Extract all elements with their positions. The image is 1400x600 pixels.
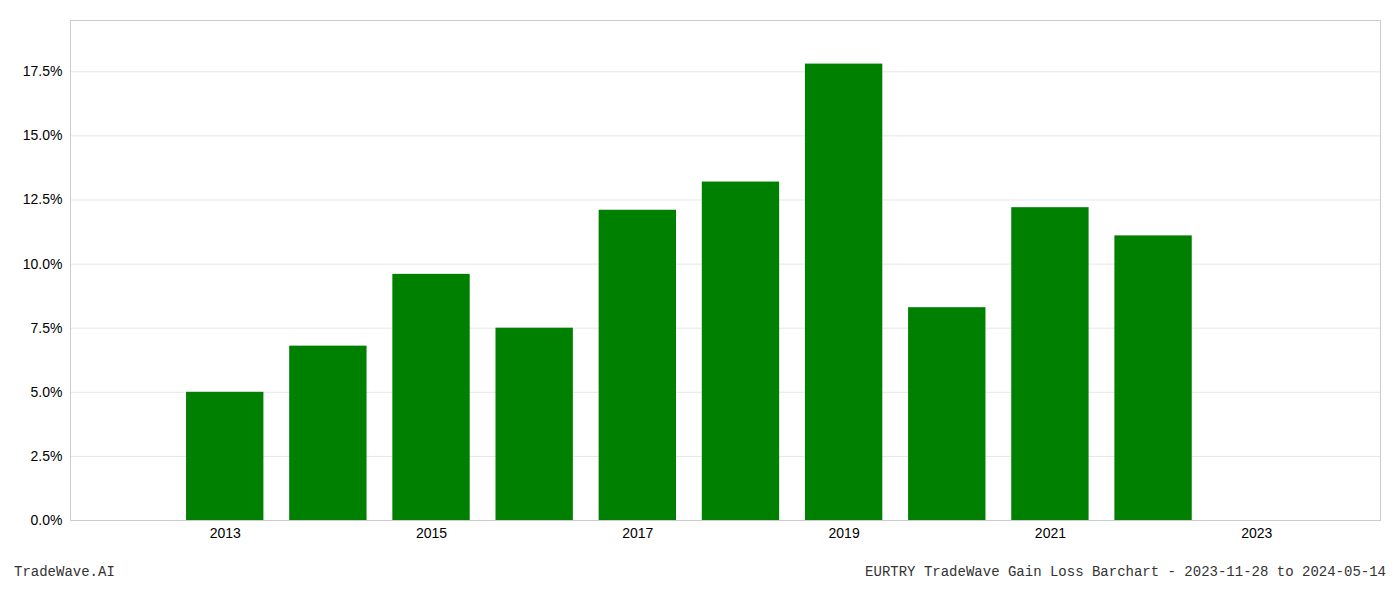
svg-text:7.5%: 7.5% (31, 320, 63, 336)
svg-text:2017: 2017 (622, 525, 653, 541)
svg-text:2021: 2021 (1035, 525, 1066, 541)
html-text:TradeWave.AI: TradeWave.AI (14, 564, 115, 580)
svg-text:2023: 2023 (1241, 525, 1272, 541)
svg-text:2013: 2013 (210, 525, 241, 541)
html-text:EURTRY TradeWave Gain Loss Bar: EURTRY TradeWave Gain Loss Barchart - 20… (865, 564, 1386, 580)
svg-text:12.5%: 12.5% (23, 191, 63, 207)
svg-text:15.0%: 15.0% (23, 127, 63, 143)
svg-text:2015: 2015 (416, 525, 447, 541)
svg-text:17.5%: 17.5% (23, 63, 63, 79)
svg-text:5.0%: 5.0% (31, 384, 63, 400)
svg-text:2.5%: 2.5% (31, 448, 63, 464)
svg-text:0.0%: 0.0% (31, 512, 63, 528)
svg-text:2019: 2019 (829, 525, 860, 541)
svg-text:10.0%: 10.0% (23, 256, 63, 272)
